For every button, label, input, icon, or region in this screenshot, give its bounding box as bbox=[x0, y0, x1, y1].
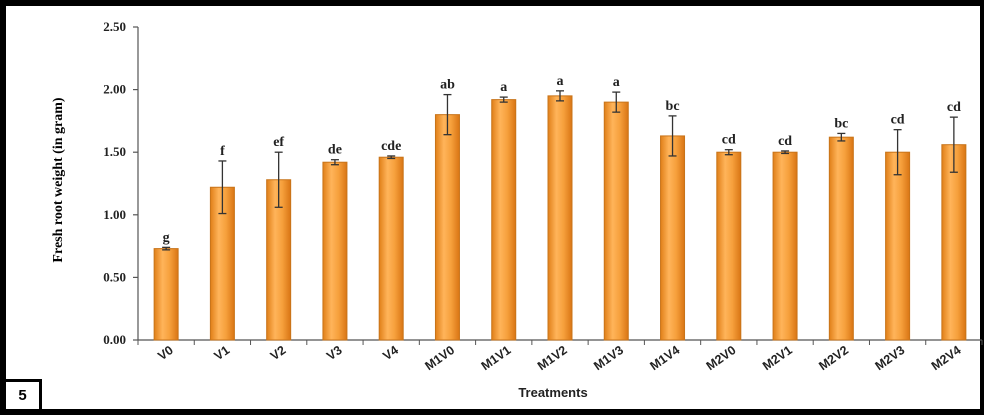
x-tick-label: V2 bbox=[268, 343, 289, 363]
y-tick-label: 2.50 bbox=[103, 19, 126, 34]
error-bar-V3 bbox=[330, 159, 339, 166]
y-tick-label: 0.50 bbox=[103, 269, 126, 284]
error-bar-M2V4 bbox=[949, 116, 958, 173]
bar-V3 bbox=[322, 161, 348, 341]
significance-letter: cde bbox=[381, 139, 401, 154]
x-tick-label: M1V3 bbox=[591, 343, 626, 373]
x-tick-label: M2V4 bbox=[929, 343, 964, 373]
x-tick-label: M2V3 bbox=[873, 343, 908, 373]
bar-M2V1 bbox=[772, 151, 798, 341]
significance-letter: de bbox=[328, 143, 342, 158]
bar-M2V2 bbox=[828, 136, 854, 341]
significance-letter: cd bbox=[722, 133, 736, 148]
bar-V0 bbox=[153, 248, 179, 341]
x-tick-label: V3 bbox=[324, 343, 345, 363]
bar-M1V2 bbox=[547, 95, 573, 341]
significance-letter: cd bbox=[778, 134, 792, 149]
x-axis-label: Treatments bbox=[518, 385, 587, 400]
error-bar-M1V1 bbox=[499, 96, 508, 103]
significance-letter: ab bbox=[440, 78, 455, 93]
x-tick-label: V1 bbox=[212, 343, 233, 363]
bar-M1V4 bbox=[660, 135, 686, 341]
error-bar-M1V3 bbox=[612, 91, 621, 113]
bar-V4 bbox=[378, 156, 404, 341]
error-bar-M1V0 bbox=[443, 93, 452, 136]
error-bar-V0 bbox=[162, 246, 171, 251]
x-tick-label: M2V0 bbox=[704, 343, 739, 373]
panel-label-text: 5 bbox=[18, 387, 27, 404]
significance-letter: g bbox=[163, 230, 170, 245]
error-bar-M2V3 bbox=[893, 129, 902, 176]
bar-M1V1 bbox=[491, 99, 517, 341]
error-bar-M2V2 bbox=[837, 132, 846, 142]
error-bar-M1V2 bbox=[556, 90, 564, 102]
x-tick-label: M2V1 bbox=[760, 343, 795, 373]
significance-letter: cd bbox=[947, 100, 961, 115]
panel-label: 5 bbox=[6, 379, 42, 409]
x-tick-label: M1V1 bbox=[479, 343, 514, 373]
bar-M1V0 bbox=[434, 114, 460, 341]
significance-letter: a bbox=[500, 80, 507, 95]
y-tick-label: 1.50 bbox=[103, 144, 126, 159]
x-tick-label: V4 bbox=[380, 343, 401, 363]
bar-M2V0 bbox=[716, 151, 742, 341]
error-bar-V4 bbox=[387, 155, 396, 160]
significance-letter: cd bbox=[891, 113, 905, 128]
bar-M2V3 bbox=[885, 151, 911, 341]
error-bar-V2 bbox=[274, 151, 283, 208]
significance-letter: ef bbox=[273, 135, 284, 150]
bar-M1V3 bbox=[603, 101, 629, 341]
significance-letter: bc bbox=[834, 116, 848, 131]
significance-letter: a bbox=[557, 74, 564, 89]
error-bar-M2V1 bbox=[781, 150, 790, 155]
y-tick-label: 2.00 bbox=[103, 82, 126, 97]
significance-letter: f bbox=[220, 144, 225, 159]
x-tick-label: M1V2 bbox=[535, 343, 570, 373]
y-axis-label: Fresh root weight (in gram) bbox=[51, 97, 66, 262]
error-bar-M2V0 bbox=[724, 149, 733, 156]
significance-letter: a bbox=[613, 75, 620, 90]
x-tick-label: V0 bbox=[155, 343, 176, 363]
x-tick-label: M2V2 bbox=[816, 343, 851, 373]
significance-letter: bc bbox=[666, 99, 680, 114]
bar-M2V4 bbox=[941, 144, 967, 341]
y-tick-label: 1.00 bbox=[103, 207, 126, 222]
error-bar-V1 bbox=[218, 160, 227, 215]
x-tick-label: M1V0 bbox=[422, 343, 457, 373]
error-bar-M1V4 bbox=[668, 115, 677, 157]
y-tick-label: 0.00 bbox=[103, 332, 126, 347]
x-tick-label: M1V4 bbox=[647, 343, 682, 373]
